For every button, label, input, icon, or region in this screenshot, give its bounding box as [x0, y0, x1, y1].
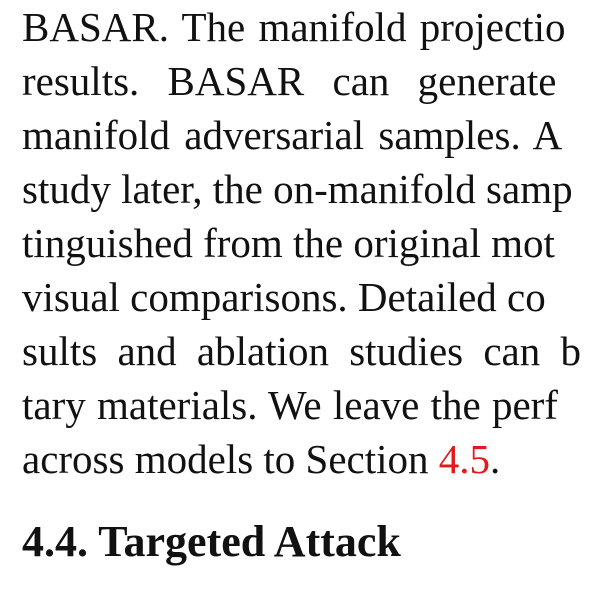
paragraph-line-2: results. BASAR can generate: [22, 58, 557, 104]
paragraph-line-6: visual comparisons. Detailed co: [22, 274, 546, 320]
paragraph-line-1: BASAR. The manifold projectio: [22, 4, 566, 50]
paragraph-line-5: tinguished from the original mot: [22, 220, 555, 266]
paragraph-line-9: across models to Section 4.5.: [22, 432, 500, 486]
section-heading: 4.4. Targeted Attack: [22, 517, 401, 566]
section-reference-link[interactable]: 4.5: [438, 436, 491, 482]
paragraph-line-7: sults and ablation studies can b: [22, 328, 581, 374]
paragraph-line-4: study later, the on-manifold samp: [22, 166, 573, 212]
paragraph-line-9-text: across models to Section: [22, 436, 439, 482]
paragraph-line-8: tary materials. We leave the perf: [22, 382, 558, 428]
paragraph-line-3: manifold adversarial samples. A: [22, 112, 563, 158]
paragraph-line-9-period: .: [490, 436, 501, 482]
